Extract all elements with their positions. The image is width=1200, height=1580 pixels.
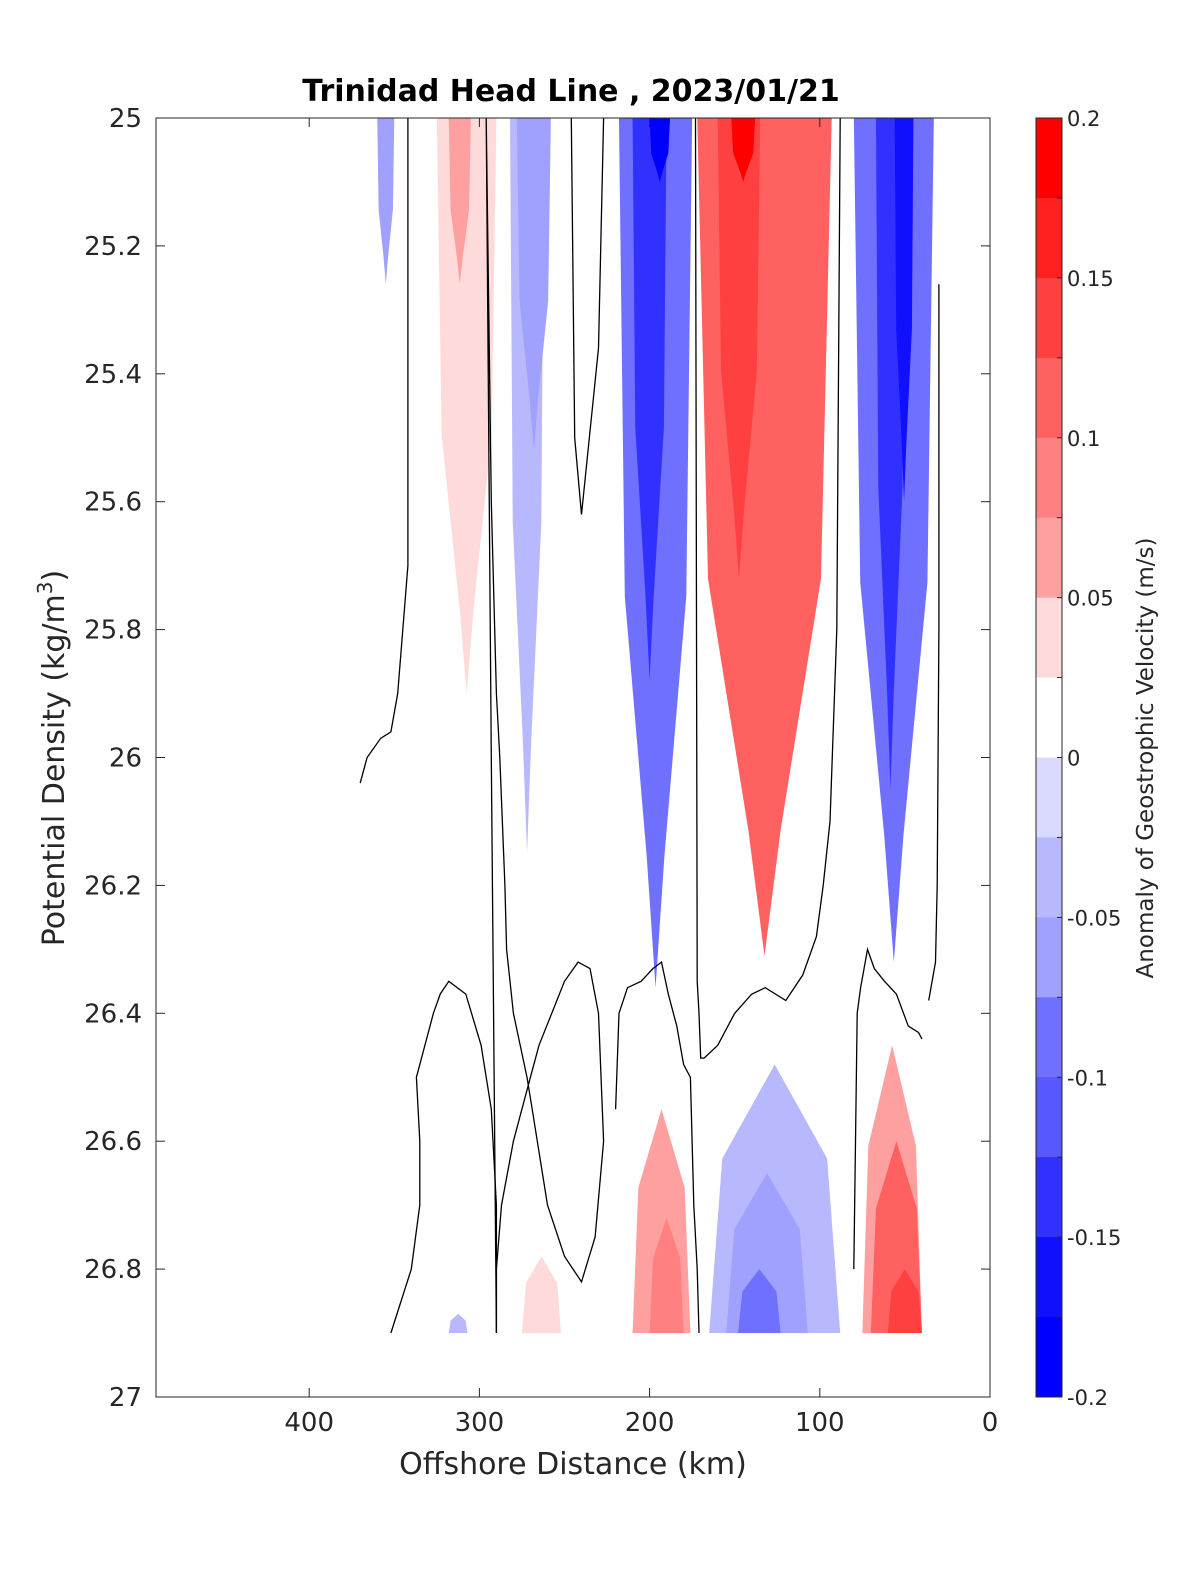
- colorbar-swatch: [1036, 277, 1062, 359]
- colorbar-tick-label: -0.05: [1067, 906, 1121, 930]
- colorbar-swatch: [1036, 517, 1062, 599]
- zero-contour-line: [359, 118, 409, 784]
- contour-fill-region: [448, 118, 471, 285]
- zero-contour-line: [694, 118, 841, 1059]
- zero-contour-line: [485, 118, 605, 1334]
- zero-contour-line: [853, 946, 923, 1270]
- colorbar-tick-label: 0: [1067, 747, 1080, 771]
- contour-fill-region: [436, 118, 497, 694]
- y-tick-label: 25.6: [84, 488, 142, 518]
- colorbar-swatch: [1036, 437, 1062, 519]
- colorbar-swatch: [1036, 917, 1062, 998]
- chart-title: Trinidad Head Line , 2023/01/21: [302, 74, 839, 109]
- contour-fill-layer: [377, 118, 934, 1334]
- y-tick-label: 26: [109, 744, 142, 774]
- contour-fill-region: [717, 118, 761, 579]
- colorbar-tick-label: 0.1: [1067, 427, 1100, 451]
- contour-fill-region: [448, 1313, 468, 1334]
- contour-fill-region: [377, 118, 395, 285]
- x-axis: 400 300 200 100 0: [284, 118, 998, 1438]
- contour-fill-region: [516, 118, 551, 451]
- contour-fill-region: [738, 1269, 781, 1334]
- colorbar-swatch: [1036, 1237, 1062, 1318]
- colorbar-swatch: [1036, 118, 1062, 199]
- y-tick-label: 27: [109, 1383, 142, 1413]
- zero-contour-layer: [359, 118, 940, 1334]
- colorbar-swatch: [1036, 997, 1062, 1078]
- x-tick-label: 300: [455, 1408, 505, 1438]
- contour-fill-region: [887, 1269, 922, 1334]
- contour-fill-region: [521, 1256, 562, 1334]
- colorbar-tick-label: -0.2: [1067, 1386, 1108, 1410]
- colorbar-swatch: [1036, 1077, 1062, 1158]
- zero-contour-line: [390, 980, 498, 1334]
- colorbar-tick-label: -0.15: [1067, 1226, 1121, 1250]
- x-tick-label: 400: [284, 1408, 334, 1438]
- x-tick-label: 0: [982, 1408, 999, 1438]
- colorbar-tick-label: 0.05: [1067, 587, 1114, 611]
- contour-fill-region: [649, 1217, 684, 1334]
- y-axis: 25 25.2 25.4 25.6 25.8 26 26.2 26.4 26.6 26.8 27: [84, 104, 990, 1413]
- colorbar-swatch: [1036, 197, 1062, 279]
- zero-contour-line: [928, 284, 940, 1001]
- colorbar-tick-label: 0.2: [1067, 107, 1100, 131]
- y-tick-label: 26.6: [84, 1127, 142, 1157]
- colorbar: 0.2 0.15 0.1 0.05 0 -0.05 -0.1 -0.15 -0.2: [1035, 107, 1121, 1410]
- y-tick-label: 26.2: [84, 871, 142, 901]
- contour-fill-region: [731, 118, 756, 182]
- zero-contour-line: [570, 118, 605, 515]
- y-tick-label: 25: [109, 104, 142, 134]
- contour-fill-region: [649, 118, 671, 182]
- colorbar-swatch: [1036, 597, 1062, 679]
- colorbar-swatch: [1036, 757, 1062, 838]
- contour-fill-region: [697, 118, 832, 956]
- colorbar-tick-label: 0.15: [1067, 267, 1114, 291]
- x-tick-label: 200: [625, 1408, 675, 1438]
- y-tick-label: 25.8: [84, 616, 142, 646]
- contour-fill-region: [632, 118, 667, 681]
- zero-contour-line: [614, 960, 700, 1334]
- x-tick-label: 100: [795, 1408, 845, 1438]
- contour-fill-region: [894, 118, 914, 502]
- y-tick-label: 26.8: [84, 1255, 142, 1285]
- colorbar-swatch: [1036, 1157, 1062, 1238]
- y-tick-label: 26.4: [84, 999, 142, 1029]
- colorbar-swatch: [1036, 677, 1062, 758]
- colorbar-tick-label: -0.1: [1067, 1066, 1108, 1090]
- colorbar-swatch: [1036, 1317, 1062, 1398]
- x-axis-label: Offshore Distance (km): [399, 1447, 747, 1482]
- colorbar-swatch: [1036, 837, 1062, 918]
- colorbar-label: Anomaly of Geostrophic Velocity (m/s): [1133, 538, 1159, 979]
- y-tick-label: 25.2: [84, 232, 142, 262]
- y-axis-label: Potential Density (kg/m3): [33, 570, 72, 946]
- colorbar-swatch: [1036, 357, 1062, 439]
- y-tick-label: 25.4: [84, 360, 142, 390]
